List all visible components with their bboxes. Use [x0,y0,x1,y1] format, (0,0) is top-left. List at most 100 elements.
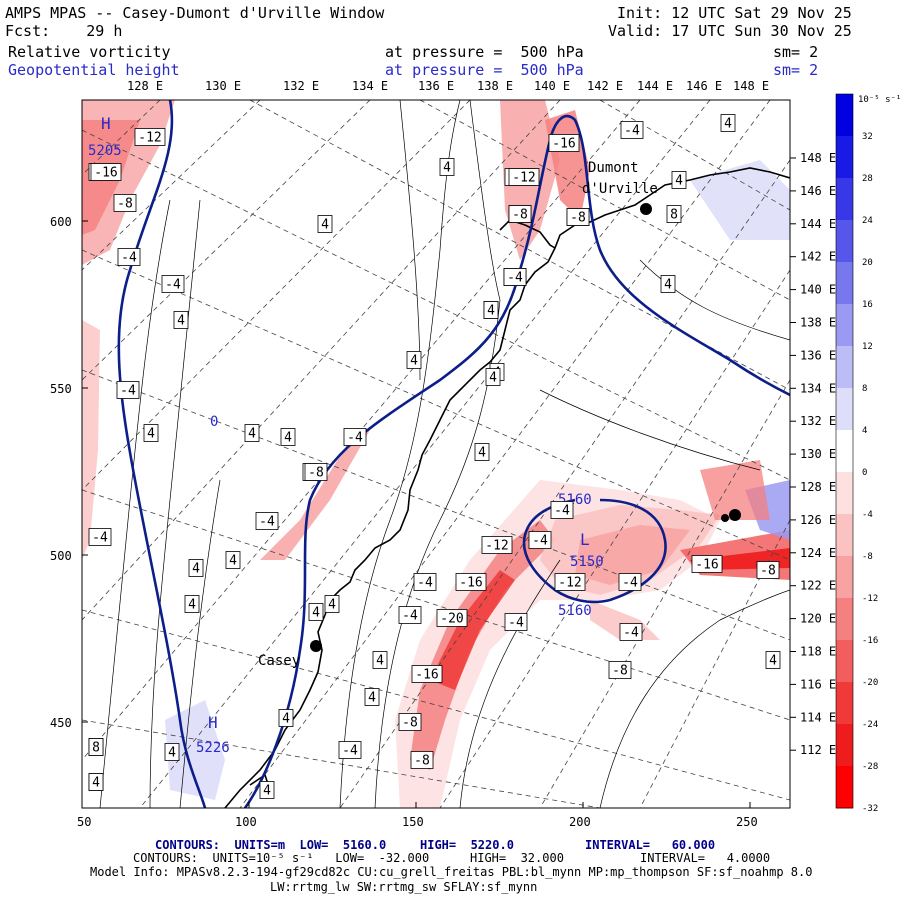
colorbar-swatch [836,598,853,641]
top-lon-label: 146 E [686,79,722,93]
contour-label-box [164,743,180,761]
contour-label-box [756,561,780,579]
colorbar-label: 0 [862,468,867,478]
low-symbol: L [580,530,590,549]
colorbar-label: 32 [862,132,873,142]
footer-physics-info: LW:rrtmg_lw SW:rrtmg_sw SFLAY:sf_mynn [270,880,538,894]
contour-label-box [474,443,490,461]
valid-time: Valid: 17 UTC Sun 30 Nov 25 [608,22,852,40]
contour-label: -20 [440,612,463,627]
field1-level: at pressure = 500 hPa [385,43,584,61]
contour-label: -4 [92,531,108,546]
footer-height-contours-c: INTERVAL= 60.000 [585,838,716,852]
contour-label-box [343,428,367,446]
contour-label: -8 [570,211,586,226]
right-lat-label: 140 E [800,283,836,297]
colorbar-swatch [836,262,853,305]
contour-label: 4 [664,278,672,293]
right-lat-label: 138 E [800,316,836,330]
top-lon-label: 140 E [534,79,570,93]
contour-label-box [618,573,642,591]
right-lat-label: 132 E [800,414,836,428]
y-tick-label: 450 [50,716,72,730]
contour-label: -4 [417,576,433,591]
x-tick-label: 150 [402,815,424,829]
contour-label-box [161,275,185,293]
colorbar-swatch [836,514,853,557]
contour-label: 4 [177,314,185,329]
contour-label: -4 [554,504,570,519]
contour-label: -4 [347,431,363,446]
contour-label-box [372,651,388,669]
contour-label: -16 [415,668,438,683]
height-contours [117,100,790,808]
contour-label: 4 [168,746,176,761]
contour-label-box [671,171,687,189]
low-value: 5150 [570,554,604,570]
contour-label: -8 [512,208,528,223]
top-lon-label: 132 E [283,79,319,93]
contour-label-box [554,573,586,591]
contour-label: -8 [402,716,418,731]
contour-label-box [184,595,200,613]
colorbar-swatch [836,94,853,137]
station-dot [721,514,729,522]
colorbar-label: -20 [862,678,878,688]
contour-label: 4 [489,371,497,386]
colorbar-unit: 10⁻⁵ s⁻¹ [858,95,900,105]
footer-height-contours-b: HIGH= 5220.0 [420,838,514,852]
contour-label-box [508,205,532,223]
colorbar-label: 16 [862,300,873,310]
top-lon-label: 142 E [587,79,623,93]
right-lat-labels: 148 E 146 E 144 E 142 E 140 E 138 E 136 E 134 E… [790,151,836,757]
contour-label: 4 [188,598,196,613]
contour-label-box [481,536,513,554]
contour-label: -4 [402,609,418,624]
contour-label-box [308,603,324,621]
field1-name: Relative vorticity [8,43,171,61]
contour-label: -4 [342,744,358,759]
colorbar-label: 24 [862,216,873,226]
contour-label-box [398,713,422,731]
contour-label-box [188,559,204,577]
contour-label-box [608,661,632,679]
colorbar-label: -32 [862,804,878,814]
contour-label: -12 [512,171,535,186]
contour-label: -8 [612,664,628,679]
top-lon-label: 138 E [477,79,513,93]
contour-label: 8 [92,741,100,756]
contour-label-box [304,463,328,481]
colorbar-frame [835,93,854,809]
contour-label: 4 [368,691,376,706]
right-lat-label: 148 E [800,151,836,165]
top-lon-labels: 128 E 130 E 132 E 134 E 136 E 138 E 140 … [127,79,769,93]
contour-label-box [666,205,682,223]
colorbar-swatch [836,682,853,725]
contour-label-box [620,121,644,139]
contour-label-box [88,773,104,791]
contour-label-box [504,613,528,631]
contour-label-box [278,709,294,727]
contour-label: -4 [623,626,639,641]
map-annotations: Dumont d'Urville Casey H 5205 H 5226 L 5… [88,114,658,756]
contour-label: -8 [308,466,324,481]
contour-label-box [455,573,487,591]
colorbar-swatch [836,640,853,683]
top-lon-label: 144 E [637,79,673,93]
contour-label: -12 [558,576,581,591]
right-lat-label: 130 E [800,447,836,461]
contour-label: 4 [376,654,384,669]
contour-label-box [720,114,736,132]
right-lat-label: 112 E [800,743,836,757]
contour-label-box [398,606,422,624]
field1-smoothing: sm= 2 [773,43,819,61]
contour-label: -4 [121,251,137,266]
contour-label-box [324,595,340,613]
right-lat-label: 118 E [800,645,836,659]
contour-label: -12 [485,539,508,554]
top-lon-label: 134 E [352,79,388,93]
contour-label: -8 [760,564,776,579]
colorbar-label: 20 [862,258,873,268]
contour-label-box [134,128,166,146]
contour-label: -8 [414,754,430,769]
